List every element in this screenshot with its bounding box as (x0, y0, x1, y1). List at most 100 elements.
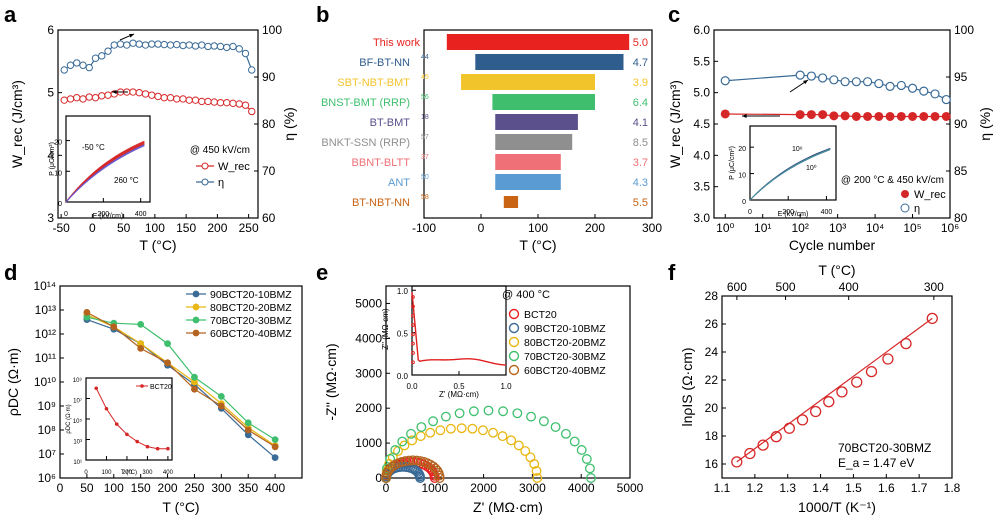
panel-e-inset-point (411, 341, 415, 346)
panel-c-x-tick-label: 10³ (829, 221, 846, 235)
panel-d-legend-label: 80BCT20-20BMZ (210, 302, 292, 314)
panel-e-series-point (415, 431, 426, 442)
panel-a-eta-point (248, 66, 256, 74)
panel-a-eta-point (66, 61, 75, 69)
panel-f-ea-label: E_a = 1.47 eV (838, 456, 914, 470)
panel-b-category-label: BBNT-BLTT (352, 157, 411, 169)
panel-c-arrow-eta-head (803, 80, 808, 85)
panel-b-value-label: 5.0 (633, 37, 648, 49)
panel-a-wrec-point (179, 95, 187, 103)
panel-e-y-tick-label: 4000 (355, 331, 382, 345)
panel-e-inset-y-tick: 0.0 (397, 372, 409, 381)
panel-a-eta-point (204, 42, 212, 51)
panel-c-wrec-point (840, 111, 850, 121)
panel-c-eta-point (829, 75, 839, 85)
panel-a-annotation: @ 450 kV/cm (190, 145, 250, 156)
panel-f-y-tick-label: 16 (705, 457, 719, 471)
panel-d-inset-y-tick: 10⁹ (73, 377, 83, 384)
panel-c-eta-point (941, 94, 951, 105)
panel-a-wrec-point (98, 92, 106, 100)
panel-b-bar (495, 134, 573, 150)
panel-c-y2label: η (%) (977, 107, 993, 140)
panel-a-eta-point (135, 40, 143, 48)
panel-a-y-tick-label: 5 (47, 86, 54, 100)
panel-d-legend-marker (192, 303, 200, 311)
panel-a-inset-x-tick: 400 (135, 211, 147, 218)
panel-e-inset-point (411, 351, 415, 355)
panel-d-inset-x-tick: 200 (122, 470, 133, 476)
panel-f-x-tick-label: 1.7 (911, 481, 928, 495)
panel-e-inset-x-tick: 1.0 (500, 382, 512, 391)
panel-c-y2-tick-label: 85 (954, 164, 968, 178)
panel-e-inset-point (411, 323, 415, 327)
panel-c-x-tick-label: 10² (791, 221, 808, 235)
panel-e-x-tick-label: 2000 (470, 481, 497, 495)
panel-e-series-point (387, 461, 398, 472)
panel-d-inset-legend-marker (140, 384, 144, 388)
panel-d-series-point (271, 436, 279, 443)
panel-f-y-tick-label: 18 (705, 429, 719, 443)
panel-e-series-point (538, 416, 549, 427)
panel-a-eta-point (85, 63, 93, 72)
panel-e-y-tick-label: 3000 (355, 366, 382, 380)
panel-b-category-label: BNST-BMT (RRP) (321, 97, 410, 109)
panel-a-legend-eta: η (218, 177, 224, 189)
panel-b-bar (495, 114, 578, 130)
panel-a-wrec-point (216, 98, 225, 107)
panel-d-series-line (86, 314, 276, 447)
panel-c-eta-point (885, 81, 895, 92)
panel-a-wrec-point (235, 100, 243, 108)
panel-c-wrec-point (896, 111, 906, 121)
panel-a-eta-point (98, 52, 106, 60)
panel-d-inset-x-tick: 400 (163, 470, 174, 476)
panel-d-legend-marker (192, 290, 200, 298)
panel-e-series-point (520, 446, 531, 457)
panel-c-chart: 10⁰ 10¹ 10² 10³ 10⁴ 10⁵ 10⁶ 3.0 3.5 4.0 4.5 5.0 5.5 6… (667, 23, 993, 253)
panel-a-wrec-point (198, 97, 206, 106)
panel-d-inset-y-tick: 10³ (73, 440, 82, 446)
panel-a-inset-y-tick: 0 (58, 201, 62, 208)
panel-a-eta-point (173, 40, 181, 49)
panel-d-inset-y-tick: 10⁵ (73, 418, 83, 425)
panel-e-inset-point (411, 313, 415, 318)
panel-e-x-tick-label: 1000 (421, 481, 448, 495)
panel-f-data-point (926, 312, 938, 325)
panel-f-x-tick-label: 1.4 (812, 481, 829, 495)
panel-a-inset-label-high: 260 °C (114, 176, 139, 185)
panel-a-y2label: η (%) (281, 107, 297, 140)
panel-c-x-tick-label: 10¹ (754, 221, 771, 235)
panel-d-series-point (244, 419, 252, 427)
panel-e-legend-label: 80BCT20-20BMZ (524, 337, 606, 349)
panel-c-y-tick-label: 3.5 (693, 180, 710, 194)
panel-a-inset-ylabel: P (μC/cm²) (49, 142, 56, 176)
panel-b-chart: -100 0 100 200 300 T (°C) This work 5.0 BF-BT-NN… (321, 29, 662, 253)
panel-f-x2-tick-label: 300 (924, 280, 944, 294)
panel-a-y2-tick-label: 90 (262, 70, 276, 84)
panel-a-inset-xlabel: E (kV/cm) (93, 213, 124, 220)
panel-a-inset-y-tick: 20 (54, 140, 62, 147)
panel-d-inset-xlabel: T (°C) (121, 470, 137, 476)
panel-e-series-point (478, 425, 488, 436)
panel-c-eta-point (806, 71, 816, 81)
panel-e-inset-x-tick: 0.5 (453, 382, 465, 391)
panel-e-series-point (396, 456, 407, 467)
panel-c-wrec-point (829, 111, 839, 121)
panel-d-series-point (191, 385, 198, 393)
panel-f-x2-tick-label: 500 (776, 280, 796, 294)
panel-e-series-point (488, 427, 499, 438)
panel-b-value-label: 4.1 (633, 117, 648, 129)
panel-d-legend-label: 90BCT20-10BMZ (210, 289, 292, 301)
panel-c-legend-marker-eta (900, 203, 910, 213)
panel-a-eta-point (141, 41, 150, 49)
panel-f-x-tick-label: 1.2 (747, 481, 764, 495)
panel-b-xlabel: T (°C) (519, 237, 556, 253)
panel-c-inset-xlabel: E (kV/cm) (778, 211, 809, 218)
panel-a-wrec-point (173, 95, 181, 103)
panel-a-y-tick-label: 4 (47, 148, 54, 162)
panel-c-inset-curve (749, 148, 831, 201)
panel-d-inset-y-tick: 10¹ (73, 460, 82, 466)
panel-a-ylabel: W_rec (J/cm³) (9, 80, 25, 168)
panel-b-category-ref: 57 (421, 134, 429, 141)
panel-e-series-point (411, 455, 422, 466)
panel-c-x-tick-label: 10⁵ (903, 221, 921, 235)
